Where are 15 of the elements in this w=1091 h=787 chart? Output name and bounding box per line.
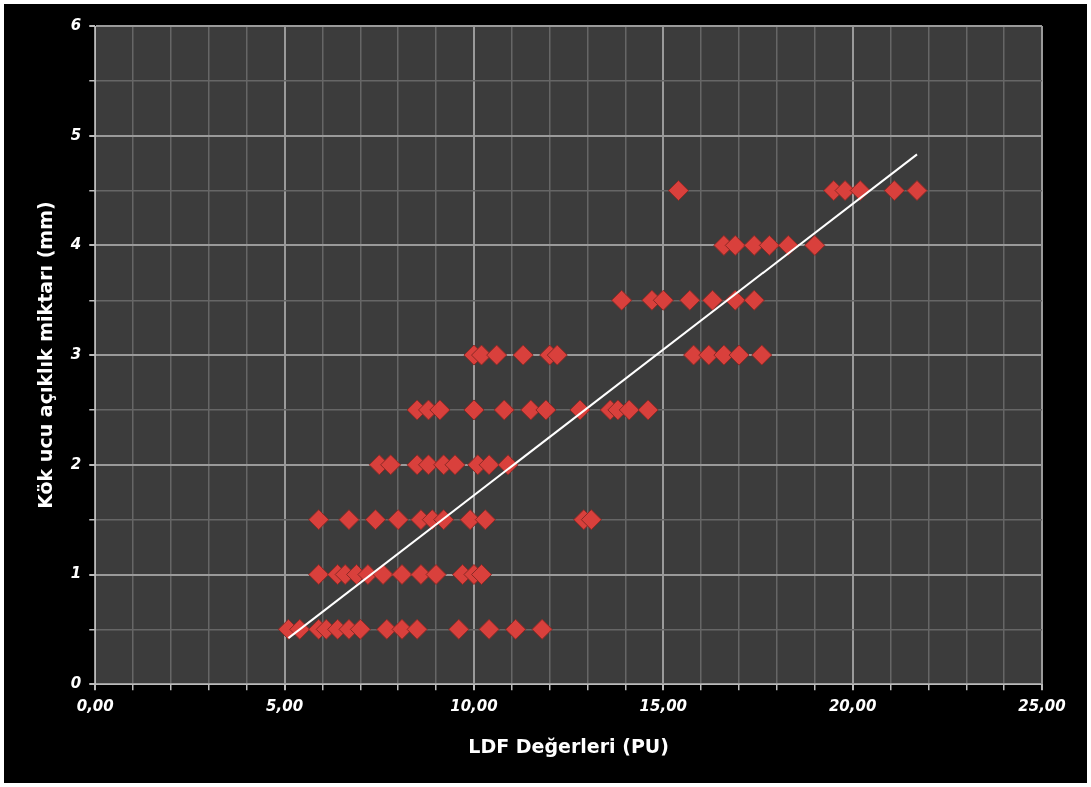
y-tick-label: 5: [70, 125, 82, 144]
y-tick-label: 1: [70, 564, 82, 583]
y-tick-label: 4: [69, 235, 82, 254]
x-tick-label: 10,00: [450, 697, 498, 716]
y-tick-label: 6: [70, 15, 82, 34]
y-axis-title: Kök ucu açıklık miktarı (mm): [34, 201, 57, 509]
x-tick-label: 25,00: [1018, 697, 1066, 716]
x-tick-label: 15,00: [639, 697, 688, 716]
y-tick-label: 3: [70, 344, 82, 363]
x-axis-title: LDF Değerleri (PU): [468, 734, 669, 757]
x-tick-label: 0,00: [76, 697, 114, 716]
y-tick-label: 2: [70, 454, 82, 473]
x-tick-label: 5,00: [266, 697, 304, 716]
y-tick-label: 0: [70, 674, 82, 693]
x-tick-label: 20,00: [828, 697, 877, 716]
